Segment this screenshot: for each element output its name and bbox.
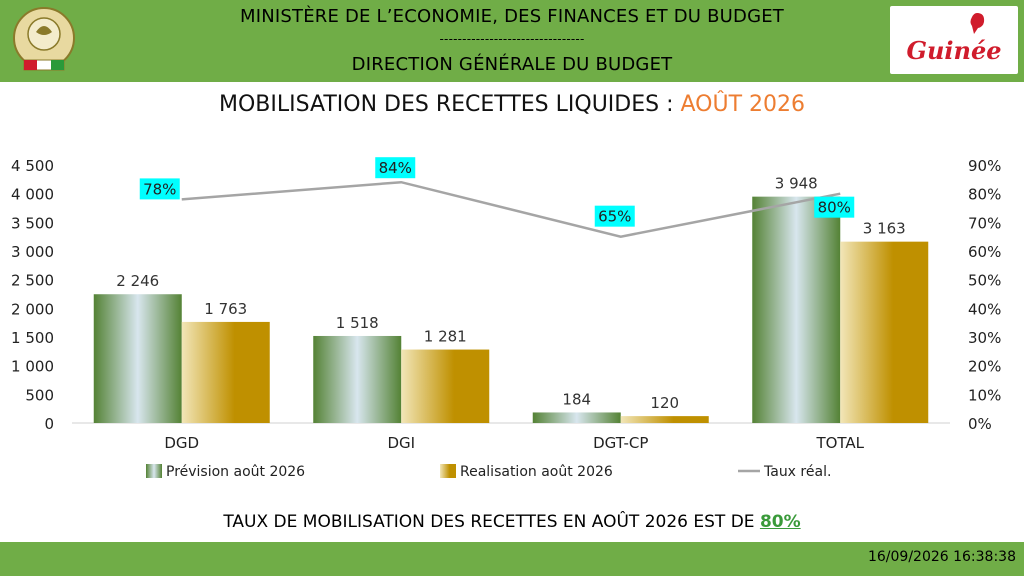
category-label: DGT-CP [593,434,648,452]
y-tick-label: 4 500 [11,157,54,175]
y-tick-label: 3 500 [11,214,54,232]
y2-tick-label: 30% [968,329,1001,347]
chart-title-prefix: MOBILISATION DES RECETTES LIQUIDES : [219,92,681,117]
chart-title-period: AOÛT 2026 [680,92,805,117]
y2-tick-label: 20% [968,358,1001,376]
logo-text: Guinée [906,36,1002,65]
y2-tick-label: 80% [968,186,1001,204]
y-tick-label: 3 000 [11,243,54,261]
realisation-bar [620,416,709,423]
prevision-bar [313,335,402,423]
y2-tick-label: 70% [968,214,1001,232]
taux-label-bg [375,157,416,179]
taux-label: 80% [818,199,851,217]
guinee-logo: Guinée [890,6,1018,74]
legend-realisation-label: Realisation août 2026 [460,464,613,480]
bar-value-label: 1 763 [204,300,247,318]
ministry-title: MINISTÈRE DE L’ECONOMIE, DES FINANCES ET… [239,6,785,27]
y-tick-label: 500 [25,386,54,404]
bar-value-label: 1 518 [336,314,379,332]
footer-bar [0,542,1024,576]
bar-value-label: 120 [650,394,679,412]
y-tick-label: 2 500 [11,272,54,290]
y2-tick-label: 0% [968,415,992,433]
prevision-bar [93,294,182,423]
realisation-bar [181,321,270,423]
y2-tick-label: 10% [968,386,1001,404]
legend-realisation-swatch [440,464,456,478]
taux-line [181,180,841,238]
chart-title: MOBILISATION DES RECETTES LIQUIDES : AOÛ… [0,92,1024,117]
summary-value: 80% [759,512,801,532]
header-separator: -------------------------------- [439,32,585,46]
prevision-bar [752,196,841,423]
category-label: DGI [387,434,415,452]
taux-label-bg [139,178,180,200]
y2-tick-label: 40% [968,300,1001,318]
y2-tick-label: 60% [968,243,1001,261]
taux-label: 65% [598,208,631,226]
legend-prevision-label: Prévision août 2026 [166,464,305,480]
bar-value-label: 1 281 [424,328,467,346]
prevision-bar [532,412,621,423]
taux-label-bg [594,205,635,227]
y2-tick-label: 50% [968,272,1001,290]
category-label: DGD [164,434,199,452]
direction-title: DIRECTION GÉNÉRALE DU BUDGET [351,54,673,75]
taux-label: 78% [143,180,176,198]
revenue-chart: 0 500 1 000 1 500 2 000 2 500 3 000 3 500 4 000 4… [11,157,1001,480]
realisation-bar [401,349,490,423]
woman-silhouette-icon [970,13,985,34]
y-tick-label: 1 500 [11,329,54,347]
summary-line: TAUX DE MOBILISATION DES RECETTES EN AOÛ… [0,512,1024,532]
bar-value-label: 3 163 [863,220,906,238]
y-tick-label: 1 000 [11,358,54,376]
legend-prevision-swatch [146,464,162,478]
bar-value-label: 184 [562,390,591,408]
summary-text: TAUX DE MOBILISATION DES RECETTES EN AOÛ… [223,512,760,532]
realisation-bar [840,241,929,423]
bar-value-label: 2 246 [116,272,159,290]
y-tick-label: 2 000 [11,300,54,318]
header-banner [0,0,1024,82]
legend-taux-label: Taux réal. [763,464,831,480]
y2-tick-label: 90% [968,157,1001,175]
y-tick-label: 4 000 [11,186,54,204]
coat-of-arms-icon [13,7,75,71]
y-tick-label: 0 [44,415,54,433]
taux-label-bg [814,196,855,218]
taux-label: 84% [379,159,412,177]
timestamp: 16/09/2026 16:38:38 [867,549,1016,565]
bar-value-label: 3 948 [775,175,818,193]
category-label: TOTAL [815,434,864,452]
